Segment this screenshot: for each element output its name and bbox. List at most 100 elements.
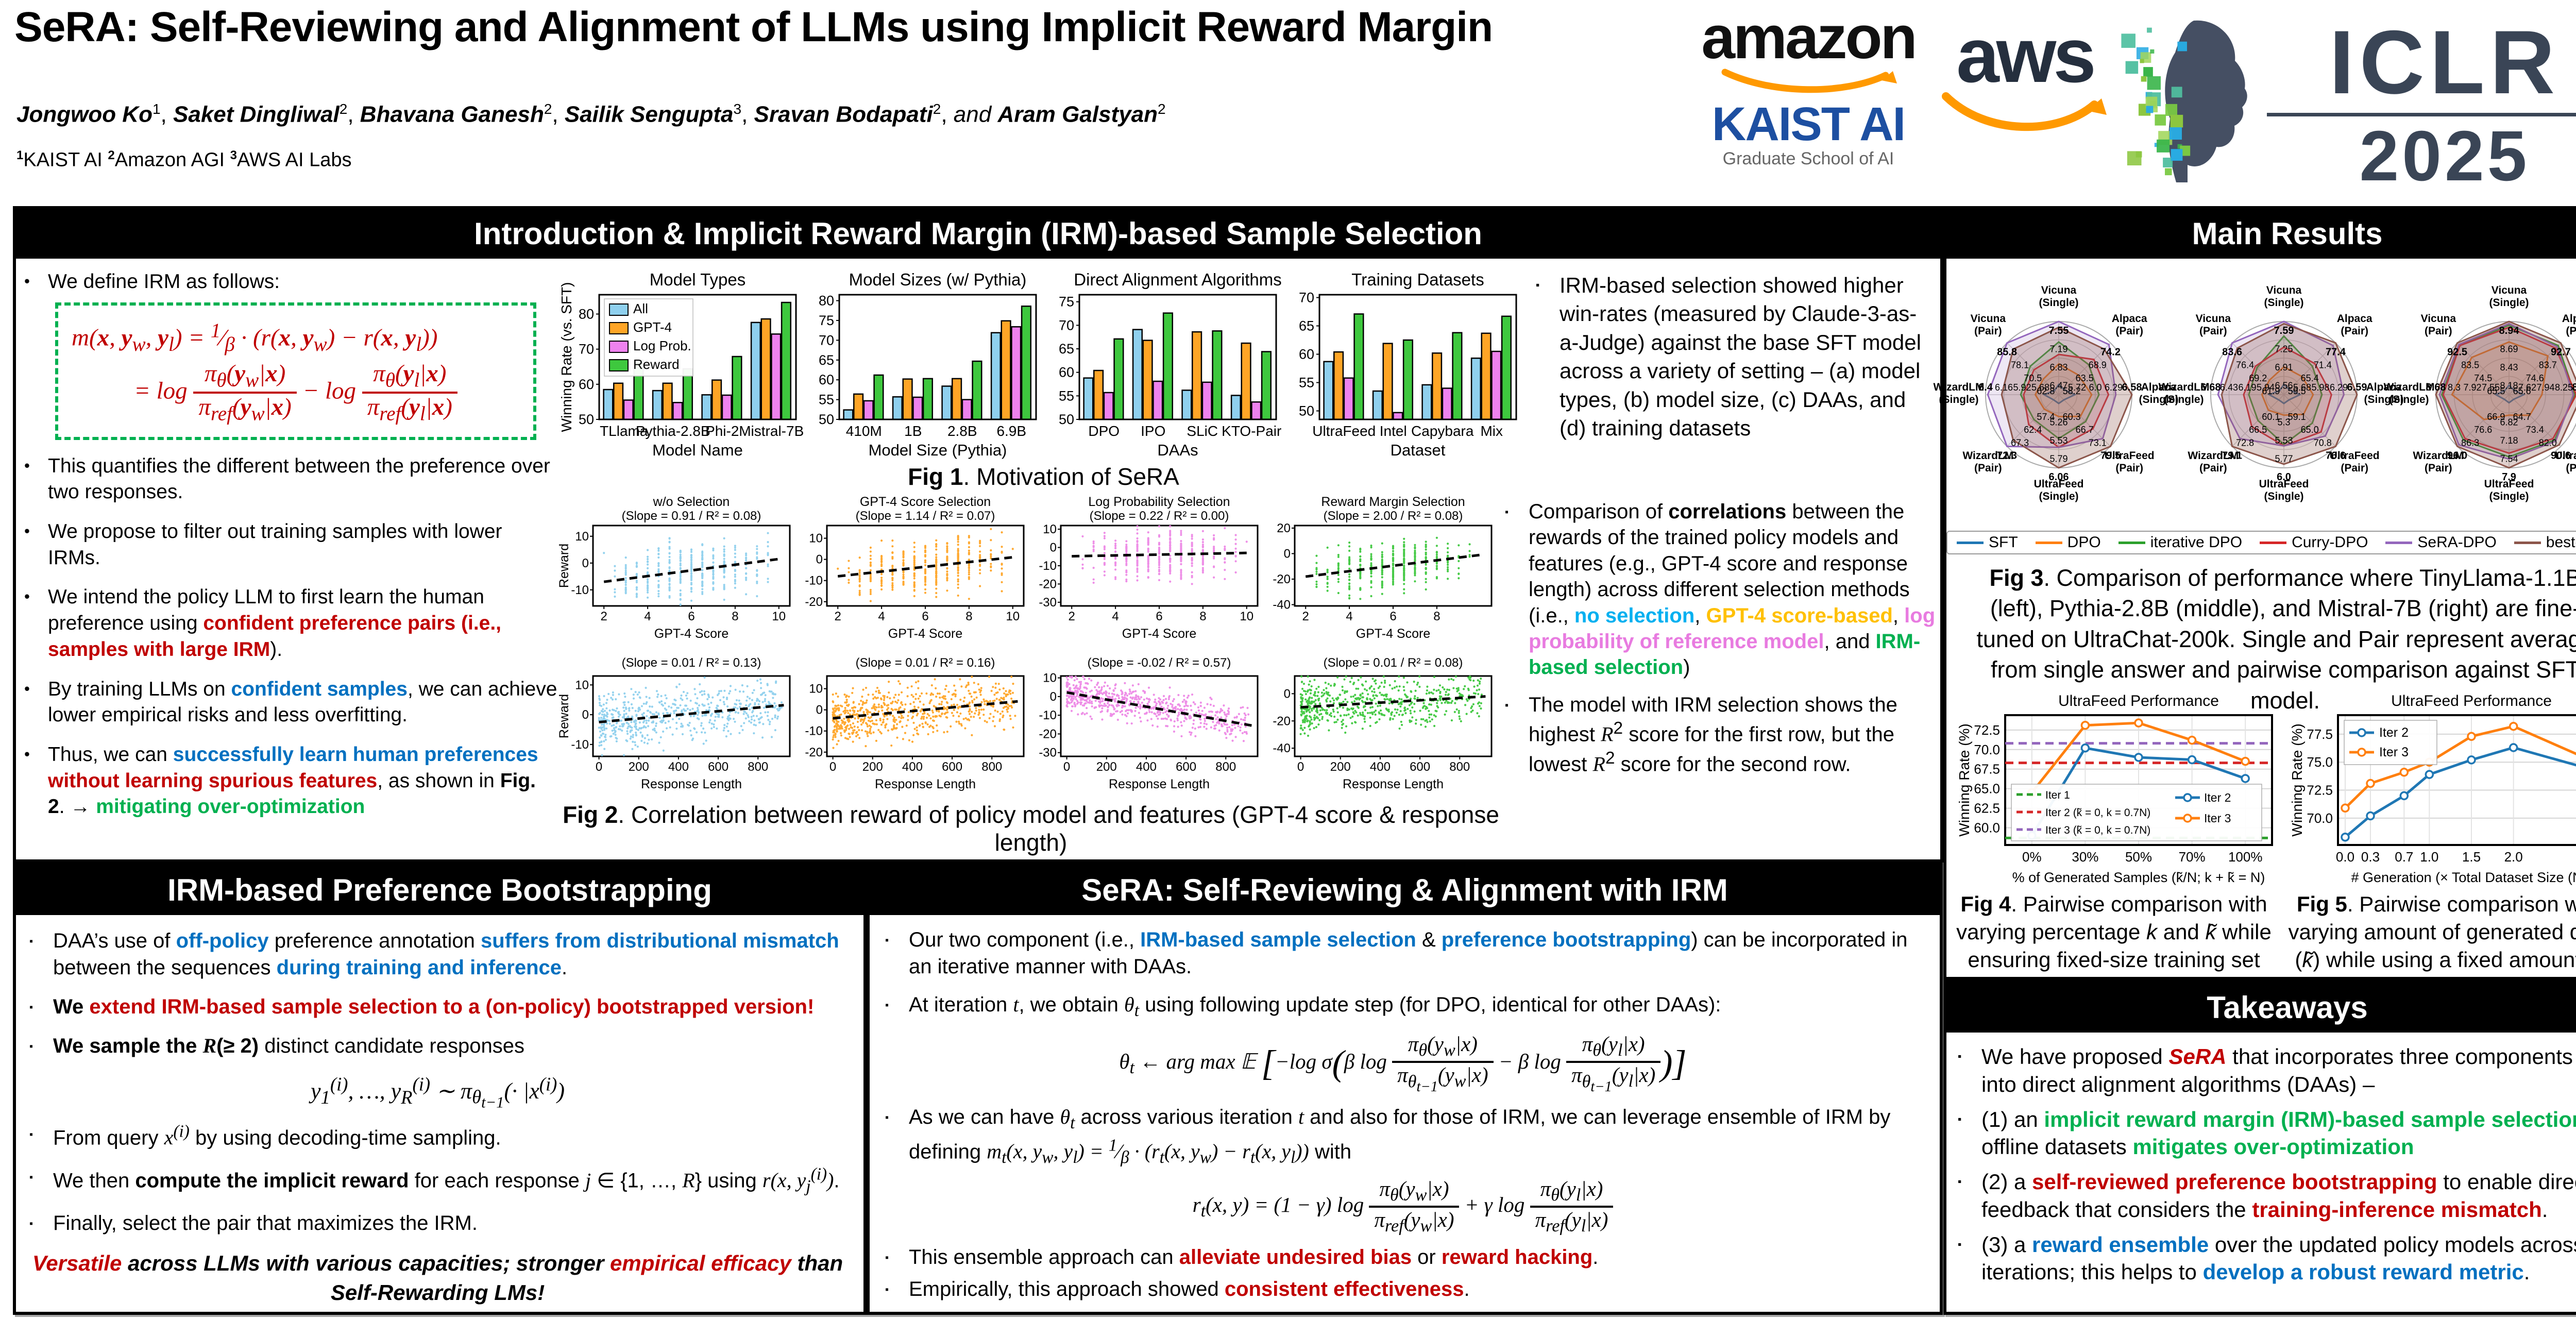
svg-text:90.6: 90.6 [2551,450,2571,461]
svg-text:8.94: 8.94 [2499,325,2520,336]
svg-text:7.62: 7.62 [2518,382,2536,393]
svg-text:GPT-4 Score Selection: GPT-4 Score Selection [860,495,991,509]
svg-text:76.6: 76.6 [2474,425,2492,435]
svg-text:76.6: 76.6 [2326,450,2346,461]
svg-text:IPO: IPO [1141,423,1165,439]
svg-text:(Pair): (Pair) [2425,325,2452,337]
svg-text:Response Length: Response Length [641,777,742,791]
svg-text:96.0: 96.0 [2447,450,2467,461]
svg-text:72.8: 72.8 [2236,437,2254,448]
svg-text:100%: 100% [2228,849,2263,865]
datachartfig4-svg: UltraFeed Performance 60.0 62.5 65.0 67.5 70.… [1956,692,2273,885]
svg-text:(Slope = -0.02 / R² = 0.57): (Slope = -0.02 / R² = 0.57) [1088,656,1231,670]
svg-text:6.06: 6.06 [2049,471,2069,483]
svg-text:60.1: 60.1 [2262,412,2280,422]
svg-text:70.5: 70.5 [2024,373,2042,383]
iclr-brain-logo [2121,20,2247,182]
fig4-caption: Fig 4. Pairwise comparison with varying … [1956,892,2272,972]
svg-text:10: 10 [809,682,823,696]
svg-text:65.5: 65.5 [2487,386,2505,396]
svg-text:6.43: 6.43 [2220,382,2238,393]
svg-text:(Single): (Single) [2139,394,2179,405]
svg-text:0: 0 [1297,760,1304,774]
svg-text:8.3: 8.3 [2448,382,2461,393]
svg-text:Alpaca: Alpaca [2366,381,2402,393]
svg-text:KTO-Pair: KTO-Pair [1222,423,1281,439]
svg-text:0: 0 [816,553,823,567]
svg-text:4: 4 [1112,610,1118,623]
aws-smile-icon [1942,92,2107,131]
fig3-radar-2: 8.18 8.43 8.69 8.94 65.6 74.6 83.7 92.7 7.62 7.94… [2384,284,2576,502]
svg-text:Vicuna: Vicuna [2041,284,2077,296]
svg-text:50: 50 [1059,412,1074,427]
fig3-legend-entry: SeRA-DPO [2385,534,2497,551]
bullet-item: • We intend the policy LLM to first learn… [24,586,502,661]
bullet-item: • We define IRM as follows: [24,270,280,293]
fig5-line-chart: UltraFeed Performance 70.0 72.5 75.0 77.5 0.0… [2289,692,2576,892]
svg-text:8.43: 8.43 [2500,362,2518,373]
svg-text:UltraFeed: UltraFeed [1312,423,1376,439]
bullet-item: ▪ (3) a reward ensemble over the updated … [1958,1232,2576,1284]
svg-text:WizardLM: WizardLM [2188,450,2239,462]
sera-bullets-1: ▪ Our two component (i.e., IRM-based samp… [885,926,1921,1022]
intro-right-bottom: ▪ Comparison of correlations between the … [1505,499,1940,789]
svg-text:GPT-4 Score: GPT-4 Score [1122,627,1197,641]
svg-text:-10: -10 [805,574,823,588]
iclr-2025-logo: ICLR 2025 [2267,18,2576,192]
svg-text:Direct Alignment Algorithms: Direct Alignment Algorithms [1074,270,1282,289]
bullet-item: ▪ (2) a self-reviewed preference bootstra… [1958,1170,2576,1222]
svg-text:8.68: 8.68 [2426,382,2446,393]
svg-text:600: 600 [1410,760,1430,774]
svg-text:6.91: 6.91 [2275,362,2293,373]
svg-text:8: 8 [732,610,738,623]
bullet-item: • We propose to filter out training sampl… [24,520,502,569]
svg-text:(Single): (Single) [2364,394,2404,405]
bootstrapping-bullets-1: ▪ DAA’s use of off-policy preference anno… [29,927,846,1059]
fig2-subplot-2: Log Probability Selection(Slope = 0.22 /… [1039,495,1259,641]
fig4-line-chart: UltraFeed Performance 60.0 62.5 65.0 67.5 70.… [1956,692,2281,892]
svg-text:2: 2 [1069,610,1075,623]
svg-text:60.3: 60.3 [2063,412,2081,422]
svg-text:5.92: 5.92 [2013,382,2031,393]
svg-text:5.26: 5.26 [2049,417,2067,428]
svg-text:8.56: 8.56 [2572,382,2576,393]
intro-bullet-list: • This quantifies the different between t… [24,453,557,820]
fig2-subplot-4: (Slope = 0.01 / R² = 0.13) 0 200 400 600 800 -… [557,656,791,791]
svg-text:-20: -20 [1039,727,1057,741]
svg-text:4: 4 [878,610,885,623]
svg-text:57.4: 57.4 [2037,412,2055,422]
svg-text:UltraFeed: UltraFeed [2330,450,2380,462]
fig2-subplot-7: (Slope = 0.01 / R² = 0.08) 0 200 400 600 800 -… [1273,656,1493,791]
svg-text:80: 80 [579,306,594,322]
bullet-item: ▪ The model with IRM selection shows the … [1505,693,1897,776]
svg-text:70.0: 70.0 [2307,810,2333,826]
svg-text:75: 75 [1059,294,1074,310]
svg-text:UltraFeed: UltraFeed [2484,478,2534,490]
svg-text:10: 10 [1043,671,1057,685]
svg-text:70: 70 [579,342,594,357]
svg-text:(Single): (Single) [2164,394,2204,405]
svg-text:-10: -10 [1039,559,1057,573]
svg-text:GPT-4 Score: GPT-4 Score [654,627,729,641]
svg-text:Iter 2: Iter 2 [2204,791,2231,804]
svg-text:30%: 30% [2072,849,2098,865]
fig1-subplot-3: Training Datasets 50 55 60 65 70 UltraFeed Inte… [1299,270,1517,459]
svg-text:8.25: 8.25 [2555,382,2573,393]
svg-text:6.0: 6.0 [2089,382,2102,393]
fig3-caption: Fig 3. Comparison of performance where T… [1976,565,2576,714]
intro-left-column: • We define IRM as follows: m(x, yw, yl) … [24,269,557,834]
svg-text:65: 65 [1059,341,1074,357]
svg-text:4: 4 [1346,610,1352,623]
svg-text:(Pair): (Pair) [2199,325,2227,337]
svg-text:7.59: 7.59 [2274,325,2294,336]
svg-text:(Pair): (Pair) [2566,462,2576,474]
fig3-legend-entry: Curry-DPO [2260,534,2368,551]
svg-text:59.1: 59.1 [2288,412,2306,422]
svg-text:70%: 70% [2179,849,2206,865]
svg-text:Iter 2 (k̃ = 0, k = 0.7N): Iter 2 (k̃ = 0, k = 0.7N) [2045,807,2150,819]
svg-text:92.5: 92.5 [2447,347,2467,358]
svg-text:Winning Rate (vs. SFT): Winning Rate (vs. SFT) [558,282,574,432]
svg-text:68.9: 68.9 [2089,360,2107,370]
svg-text:Vicuna: Vicuna [2421,313,2456,325]
fig1-caption: Fig 1. Motivation of SeRA [908,463,1179,490]
